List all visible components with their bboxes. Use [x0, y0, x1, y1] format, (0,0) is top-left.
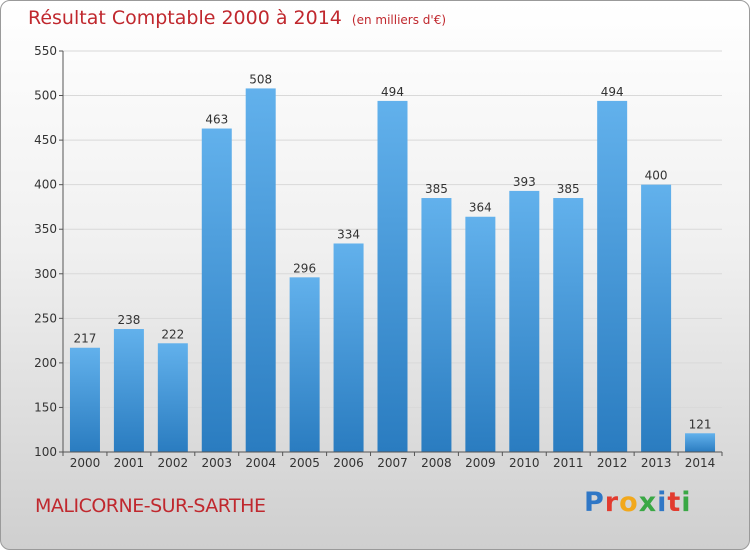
- x-axis-ticks: 2000 2001 2002 2003 2004 2005 2006 2007 2008 2009…: [62, 452, 723, 470]
- data-label: 494: [601, 85, 624, 99]
- x-tick-label: 2002: [158, 456, 189, 470]
- bar-2010: [509, 190, 540, 452]
- x-tick-label: 2006: [333, 456, 364, 470]
- data-label: 217: [74, 332, 97, 346]
- bar-2002: [157, 343, 188, 452]
- x-tick-label: 2011: [553, 456, 584, 470]
- x-tick-label: 2005: [289, 456, 320, 470]
- y-tick-label: 550: [34, 44, 57, 58]
- bar-2004: [245, 88, 276, 452]
- y-tick-label: 200: [34, 356, 57, 370]
- y-tick-label: 450: [34, 133, 57, 147]
- y-tick-label: 100: [34, 445, 57, 459]
- chart-title: Résultat Comptable 2000 à 2014 (en millie…: [28, 7, 446, 29]
- data-label: 385: [425, 182, 448, 196]
- x-tick-label: 2009: [465, 456, 496, 470]
- data-label: 238: [117, 313, 140, 327]
- logo-letter: r: [604, 487, 620, 518]
- y-tick-label: 400: [34, 178, 57, 192]
- bar-2001: [113, 329, 144, 452]
- x-tick-label: 2000: [70, 456, 101, 470]
- x-tick-label: 2008: [421, 456, 452, 470]
- x-tick-label: 2012: [597, 456, 628, 470]
- x-tick-label: 2004: [245, 456, 276, 470]
- bar-2014: [685, 433, 716, 452]
- data-labels: 217 238 222 463 508 296 334 494 385 364 393 385 494 4…: [74, 72, 712, 431]
- data-label: 385: [557, 182, 580, 196]
- bar-2003: [201, 128, 232, 452]
- y-tick-label: 300: [34, 267, 57, 281]
- data-label: 296: [293, 261, 316, 275]
- x-tick-label: 2010: [509, 456, 540, 470]
- logo-letter: i: [657, 487, 668, 518]
- bar-2006: [333, 243, 364, 452]
- logo-letter: i: [681, 487, 692, 518]
- bar-2012: [597, 100, 628, 452]
- logo-letter: t: [667, 487, 682, 518]
- data-label: 508: [249, 72, 272, 86]
- x-tick-label: 2014: [685, 456, 716, 470]
- bars: [69, 88, 716, 452]
- data-label: 494: [381, 85, 404, 99]
- chart-subtitle: (en milliers d'€): [351, 13, 447, 27]
- data-label: 463: [205, 113, 228, 127]
- bar-2000: [69, 347, 100, 452]
- y-tick-label: 500: [34, 89, 57, 103]
- proxiti-logo: Proxiti: [584, 487, 692, 518]
- x-tick-label: 2003: [201, 456, 232, 470]
- x-tick-label: 2007: [377, 456, 408, 470]
- x-tick-label: 2013: [641, 456, 672, 470]
- bar-2007: [377, 100, 408, 452]
- x-tick-label: 2001: [114, 456, 145, 470]
- y-tick-label: 150: [34, 400, 57, 414]
- data-label: 121: [689, 417, 712, 431]
- data-label: 364: [469, 201, 492, 215]
- bar-2011: [553, 198, 584, 452]
- logo-letter: o: [619, 487, 639, 518]
- chart-title-text: Résultat Comptable 2000 à 2014: [28, 7, 342, 29]
- data-label: 393: [513, 175, 536, 189]
- bar-2005: [289, 277, 320, 452]
- bar-2009: [465, 216, 496, 452]
- bar-2013: [641, 184, 672, 452]
- logo-letter: P: [584, 487, 605, 518]
- y-tick-label: 250: [34, 311, 57, 325]
- data-label: 334: [337, 227, 360, 241]
- logo-letter: x: [638, 487, 658, 518]
- y-tick-label: 350: [34, 222, 57, 236]
- data-label: 222: [161, 327, 184, 341]
- data-label: 400: [645, 169, 668, 183]
- bar-2008: [421, 198, 452, 452]
- y-axis-ticks: 100 150 200 250 300 350 400 450 500 550: [34, 44, 63, 459]
- location-name: MALICORNE-SUR-SARTHE: [35, 495, 266, 517]
